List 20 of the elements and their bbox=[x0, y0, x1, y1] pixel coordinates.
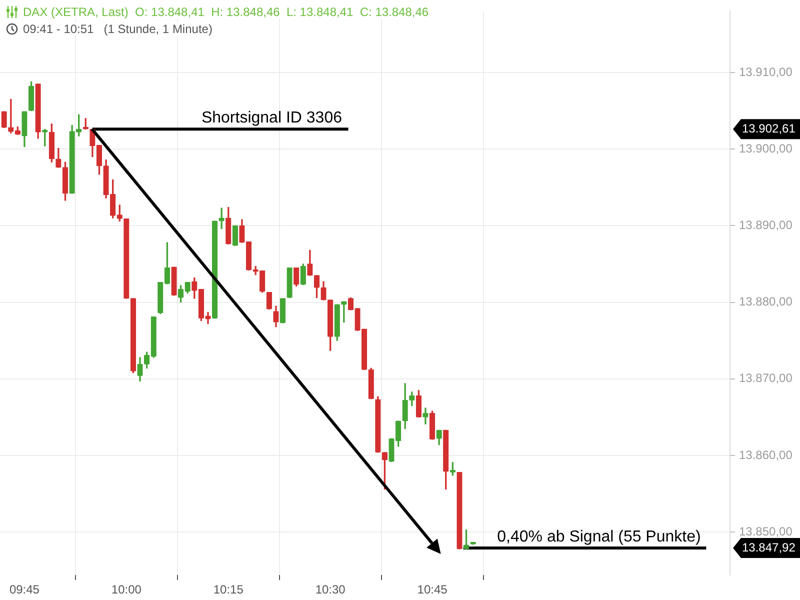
y-tick-label: 13.860,00 bbox=[739, 448, 793, 462]
y2-tick-label: 13.902,61 bbox=[742, 121, 796, 136]
y-tick-label: 13.900,00 bbox=[739, 141, 793, 156]
annotation: Shortsignal ID 3306 bbox=[201, 110, 342, 126]
text: 09:41 - 10:51 (1 Stunde, 1 Minute) bbox=[23, 22, 212, 36]
chart-title: DAX (XETRA, Last) O: 13.848,41 H: 13.848,46 L: 13.848,41 C: 13.848,46 bbox=[23, 5, 429, 19]
x-tick-label: 10:00 bbox=[111, 582, 142, 597]
x-tick-label: 10:15 bbox=[213, 582, 244, 597]
y-tick-label: 13.870,00 bbox=[739, 371, 793, 386]
x-tick-label: 09:45 bbox=[9, 582, 40, 597]
candlestick bbox=[422, 408, 428, 424]
y-tick-label: 13.850,00 bbox=[739, 524, 793, 538]
x-tick-label: 10:45 bbox=[417, 582, 448, 597]
y-tick-label: 13.890,00 bbox=[739, 218, 793, 232]
candlestick bbox=[218, 208, 224, 230]
annotation: 0,40% ab Signal (55 Punkte) bbox=[497, 528, 701, 546]
y-tick-label: 13.910,00 bbox=[739, 64, 793, 79]
x-tick-label: 10:30 bbox=[315, 582, 346, 597]
y-tick-label: 13.880,00 bbox=[739, 294, 793, 309]
y2-tick-label: 13.847,92 bbox=[742, 540, 796, 554]
